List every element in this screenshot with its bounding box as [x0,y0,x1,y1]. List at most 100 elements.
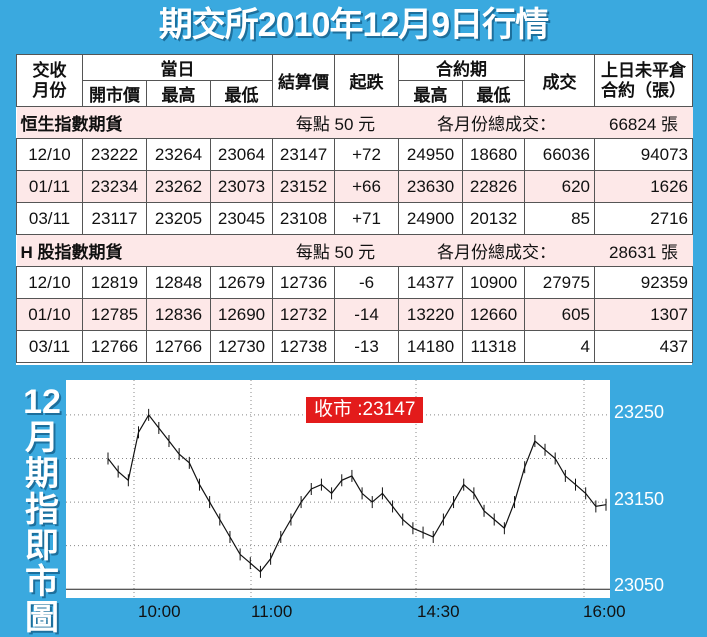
cell-period-low: 20132 [462,202,526,235]
cell-change: +72 [334,138,400,171]
x-tick-label: 14:30 [417,602,460,621]
section-per-point-hsi: 每點 50 元 [272,106,399,139]
cell-period-low: 12660 [462,298,526,331]
side-title-char: 圖 [25,599,59,637]
cell-high: 12848 [146,266,211,299]
cell-high: 12836 [146,298,211,331]
cell-period-low: 22826 [462,170,526,203]
side-title-char: 12 [23,383,61,421]
cell-month: 03/11 [16,202,83,235]
cell-settle: 12732 [272,298,336,331]
cell-period-low: 18680 [462,138,526,171]
cell-open: 12785 [82,298,147,331]
header-high: 最高 [146,80,211,107]
cell-volume: 85 [524,202,596,235]
header-open-interest: 上日未平倉 合約（張） [594,54,694,107]
header-settle: 結算價 [272,54,336,107]
cell-settle: 23108 [272,202,336,235]
header-contract-period: 合約期 [398,54,526,81]
cell-period-high: 23630 [398,170,464,203]
cell-open-interest: 2716 [594,202,694,235]
x-tick-label: 16:00 [583,602,626,621]
cell-period-high: 24900 [398,202,464,235]
cell-low: 12679 [209,266,274,299]
cell-month: 03/11 [16,330,83,363]
cell-settle: 12738 [272,330,336,363]
cell-high: 23205 [146,202,211,235]
cell-low: 12690 [209,298,274,331]
cell-open-interest: 94073 [594,138,694,171]
cell-month: 01/10 [16,298,83,331]
side-title-char: 月 [25,419,59,457]
side-title-char: 期 [25,455,59,493]
x-tick-label: 10:00 [138,602,181,621]
cell-period-high: 13220 [398,298,464,331]
header-period-high: 最高 [398,80,464,107]
table-row: 01/11 23234 23262 23073 23152 +66 23630 … [16,170,694,203]
cell-period-high: 14180 [398,330,464,363]
y-tick-label: 23250 [614,402,665,422]
table-row: 03/11 23117 23205 23045 23108 +71 24900 … [16,202,694,235]
y-tick-label: 23150 [614,489,665,509]
cell-low: 12730 [209,330,274,363]
cell-month: 12/10 [16,138,83,171]
header-contract-month: 交收 月份 [16,54,83,107]
cell-change: -13 [334,330,400,363]
cell-open: 12819 [82,266,147,299]
cell-open-interest: 92359 [594,266,694,299]
header-low: 最低 [209,80,274,107]
table-row: 12/10 12819 12848 12679 12736 -6 14377 1… [16,266,694,299]
chart-svg [66,380,610,598]
header-change: 起跌 [334,54,400,107]
section-total-label-hsi: 各月份總成交： [398,106,595,139]
cell-settle: 12736 [272,266,336,299]
section-total-value-hsi: 66824 張 [594,106,693,139]
close-price-label: 收市 :23147 [306,397,424,423]
section-title-hsi: 恒生指數期貨 [16,106,273,139]
cell-period-high: 14377 [398,266,464,299]
cell-open: 23234 [82,170,147,203]
y-tick-label: 23050 [614,575,665,595]
cell-settle: 23147 [272,138,336,171]
table-row: 01/10 12785 12836 12690 12732 -14 13220 … [16,298,694,331]
quote-table-container: 交收 月份 當日 結算價 起跌 合約期 成交 上日未平倉 合約（張） 開市價 最… [16,54,694,365]
cell-open-interest: 1626 [594,170,694,203]
cell-period-low: 11318 [462,330,526,363]
x-tick-label: 11:00 [251,602,293,621]
cell-volume: 66036 [524,138,596,171]
cell-open: 23222 [82,138,147,171]
price-series-line [107,413,607,573]
cell-open-interest: 1307 [594,298,694,331]
cell-change: +66 [334,170,400,203]
cell-low: 23045 [209,202,274,235]
cell-change: -14 [334,298,400,331]
header-period-low: 最低 [462,80,526,107]
table-row: 03/11 12766 12766 12730 12738 -13 14180 … [16,330,694,363]
cell-volume: 605 [524,298,596,331]
cell-open: 23117 [82,202,147,235]
cell-high: 23264 [146,138,211,171]
cell-change: +71 [334,202,400,235]
chart-side-title: 12 月 期 指 即 市 圖 [20,384,64,636]
cell-period-low: 10900 [462,266,526,299]
header-open: 開市價 [82,80,147,107]
cell-open: 12766 [82,330,147,363]
cell-high: 12766 [146,330,211,363]
cell-settle: 23152 [272,170,336,203]
side-title-char: 指 [25,491,59,529]
quote-table: 交收 月份 當日 結算價 起跌 合約期 成交 上日未平倉 合約（張） 開市價 最… [16,54,694,363]
header-today: 當日 [81,54,274,81]
page-title: 期交所2010年12月9日行情 [158,6,549,44]
cell-month: 01/11 [16,170,83,203]
section-per-point-hshares: 每點 50 元 [272,234,399,267]
cell-month: 12/10 [16,266,83,299]
cell-volume: 27975 [524,266,596,299]
section-title-hshares: H 股指數期貨 [16,234,273,267]
cell-high: 23262 [146,170,211,203]
table-row: 12/10 23222 23264 23064 23147 +72 24950 … [16,138,694,171]
cell-period-high: 24950 [398,138,464,171]
cell-volume: 4 [524,330,596,363]
section-total-value-hshares: 28631 張 [594,234,693,267]
side-title-char: 即 [25,527,59,565]
